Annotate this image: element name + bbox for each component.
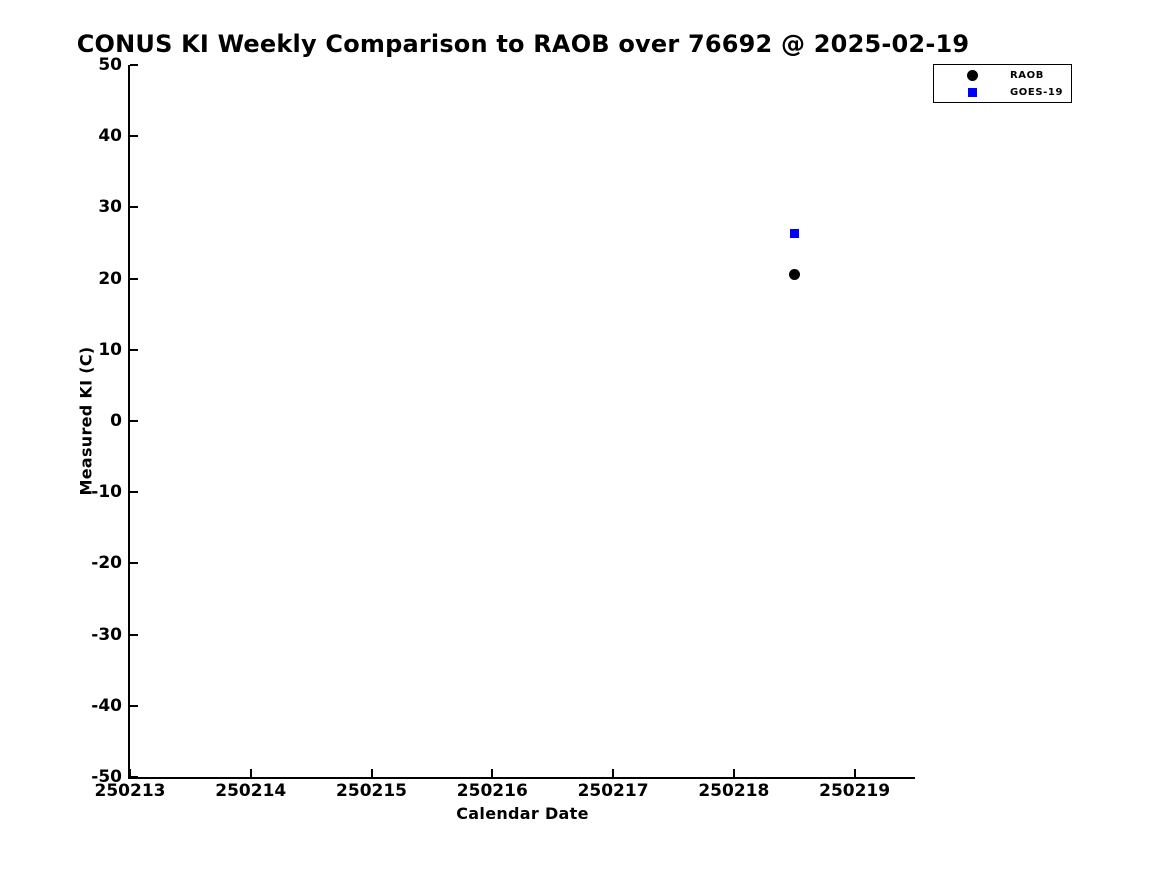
x-axis-label: Calendar Date: [456, 804, 589, 823]
y-tick-label: -10: [91, 482, 122, 503]
legend-item-label: RAOB: [1010, 69, 1044, 81]
y-axis-tick: [130, 277, 138, 280]
y-tick-label: -20: [91, 553, 122, 574]
goes-19-square-marker-icon: [967, 87, 977, 97]
y-tick-label: 20: [98, 268, 122, 289]
x-tick-label: 250219: [819, 781, 891, 801]
y-axis-tick: [130, 776, 138, 778]
raob-circle-marker-icon: [966, 69, 978, 81]
y-axis-tick: [130, 562, 138, 565]
x-tick-label: 250218: [698, 781, 770, 801]
legend-marker-cell: [934, 87, 1010, 97]
y-tick-label: -40: [91, 695, 122, 716]
legend: RAOB GOES-19: [933, 64, 1072, 103]
x-axis-tick: [732, 769, 735, 777]
y-axis-tick: [130, 206, 138, 209]
x-tick-label: 250216: [456, 781, 528, 801]
y-tick-label: 10: [98, 339, 122, 360]
y-axis-tick: [130, 64, 138, 66]
x-axis-tick: [249, 769, 252, 777]
x-axis-tick: [612, 769, 615, 777]
x-tick-label: 250213: [94, 781, 166, 801]
y-axis-tick: [130, 135, 138, 138]
goes-19-data-point: [789, 228, 799, 238]
x-tick-label: 250215: [336, 781, 408, 801]
x-axis-tick: [853, 769, 856, 777]
y-axis-tick: [130, 348, 138, 351]
y-tick-label: 30: [98, 197, 122, 218]
y-axis-tick: [130, 633, 138, 636]
legend-marker-cell: [934, 69, 1010, 81]
legend-item-goes-19: GOES-19: [934, 84, 1071, 101]
x-tick-label: 250214: [215, 781, 287, 801]
x-axis-tick: [129, 769, 131, 777]
chart-title: CONUS KI Weekly Comparison to RAOB over …: [76, 30, 970, 58]
y-axis-tick: [130, 491, 138, 494]
y-tick-label: 40: [98, 126, 122, 147]
y-tick-label: 50: [98, 55, 122, 75]
raob-data-point: [788, 268, 800, 280]
y-tick-label: -50: [91, 767, 122, 787]
y-axis-tick: [130, 420, 138, 422]
y-tick-label: 0: [110, 411, 122, 431]
y-axis-tick: [130, 704, 138, 707]
plot-area: Calendar Date Measured KI (C) 250213 2502…: [77, 55, 915, 823]
legend-item-label: GOES-19: [1010, 86, 1064, 98]
x-axis-tick: [491, 769, 494, 777]
x-axis-tick: [370, 769, 373, 777]
y-tick-label: -30: [91, 624, 122, 645]
x-tick-label: 250217: [577, 781, 649, 801]
legend-item-raob: RAOB: [934, 67, 1071, 84]
